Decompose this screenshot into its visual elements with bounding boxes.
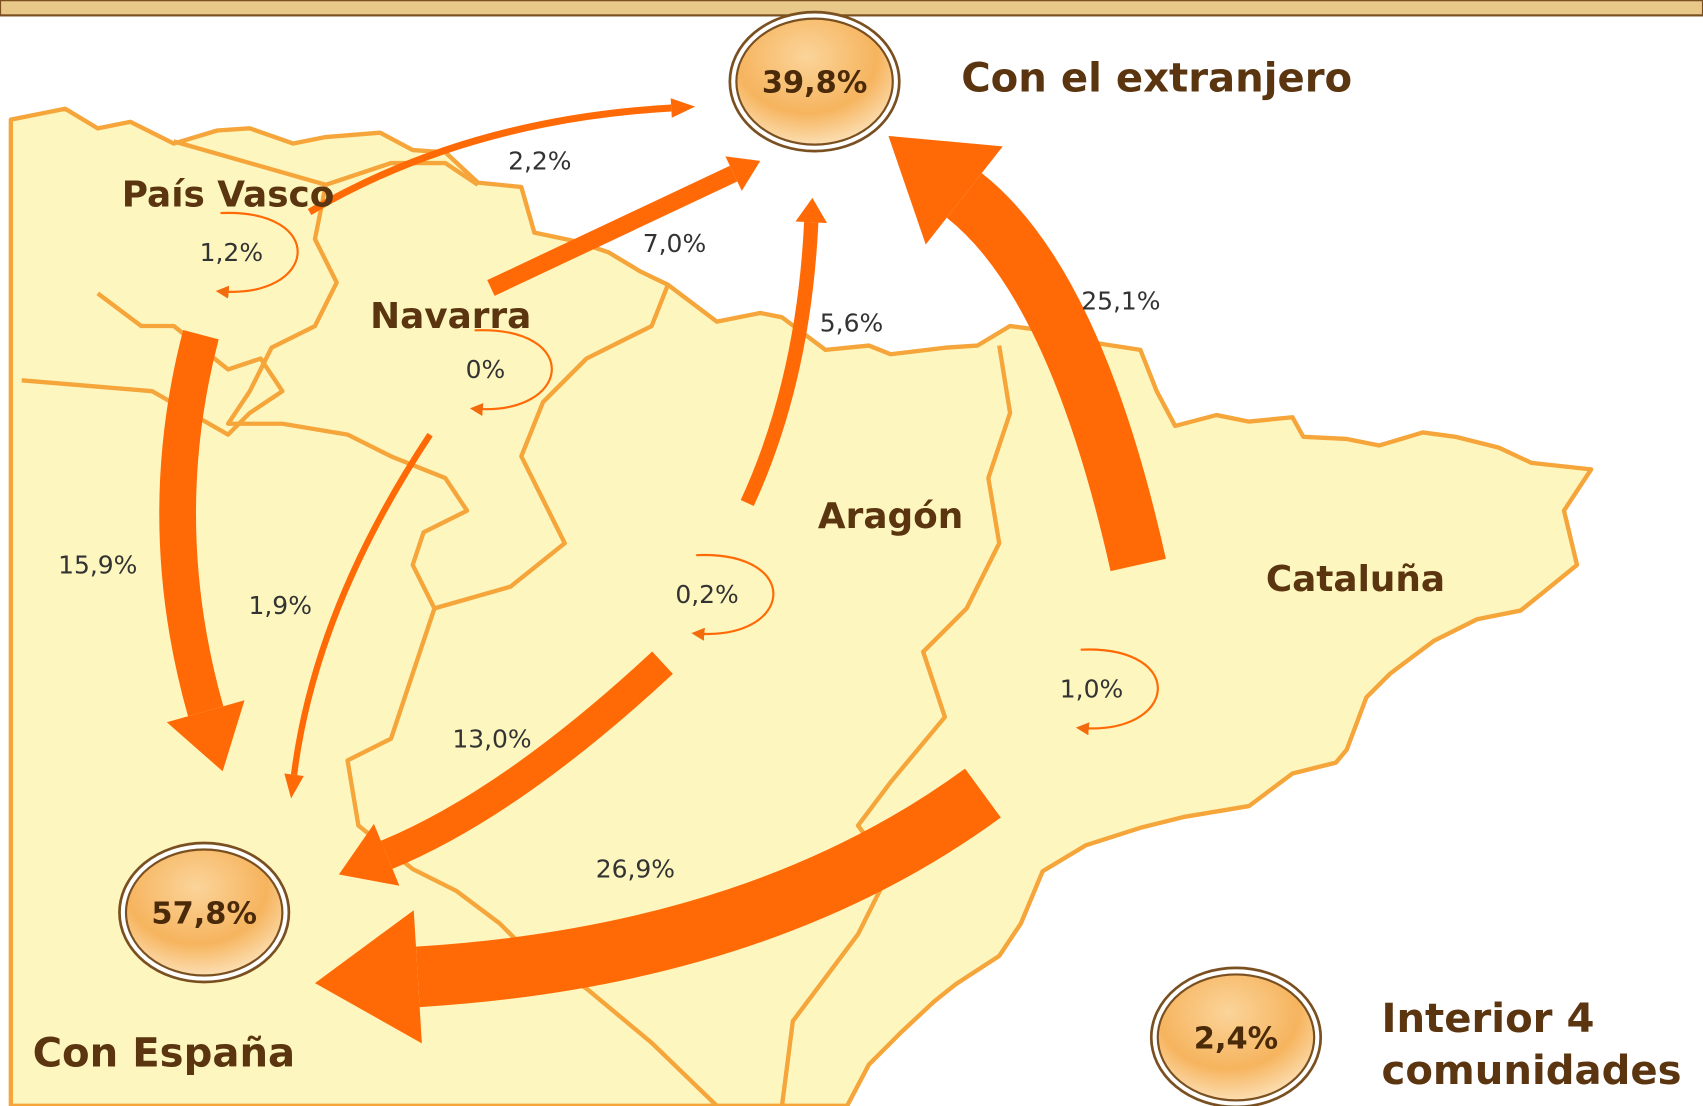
flow-label: 15,9% — [58, 551, 137, 580]
flow-arrow — [415, 768, 1001, 1008]
flow-arrowhead — [166, 700, 245, 772]
region-label: Aragón — [818, 496, 963, 537]
internal-loop — [691, 554, 775, 641]
flow-arrow — [380, 651, 673, 869]
region-label: Cataluña — [1266, 559, 1445, 600]
flow-label: 5,6% — [820, 308, 883, 337]
total-value: 57,8% — [151, 896, 257, 931]
region-label: Navarra — [370, 296, 531, 337]
flow-label: 1,9% — [248, 591, 311, 620]
total-caption: Con España — [33, 1031, 296, 1077]
flow-label: 13,0% — [452, 724, 531, 753]
region-border — [779, 345, 1013, 1106]
flow-arrow — [290, 432, 433, 776]
flow-arrowhead — [314, 910, 422, 1044]
total-circle — [124, 848, 284, 977]
total-circle — [1156, 973, 1316, 1102]
flow-arrow — [946, 173, 1166, 572]
flow-label: 25,1% — [1081, 287, 1160, 316]
flow-arrowhead — [284, 773, 304, 799]
total-caption: Con el extranjero — [961, 55, 1352, 101]
flow-arrowhead — [888, 135, 1003, 245]
total-value: 2,4% — [1194, 1021, 1278, 1056]
internal-label: 1,2% — [200, 238, 263, 267]
total-caption: comunidades — [1382, 1048, 1682, 1094]
flow-arrow — [159, 330, 224, 717]
flow-label: 2,2% — [508, 147, 571, 176]
internal-label: 0% — [466, 355, 506, 384]
internal-loop — [1075, 648, 1159, 736]
flow-arrow — [487, 165, 738, 296]
total-circle — [735, 17, 894, 146]
banner — [0, 0, 1703, 17]
internal-loop — [215, 211, 299, 299]
total-caption: Interior 4 — [1382, 996, 1595, 1042]
flow-arrow — [307, 104, 672, 215]
region-border — [345, 607, 719, 1106]
flow-label: 26,9% — [596, 855, 675, 884]
flow-arrowhead — [725, 156, 761, 191]
flow-arrowhead — [795, 197, 827, 223]
flow-arrowhead — [670, 98, 696, 118]
flows — [159, 98, 1166, 1044]
internal-loop — [469, 329, 553, 416]
flow-arrowhead — [338, 823, 400, 886]
region-border — [225, 184, 670, 611]
internal-label: 0,2% — [675, 580, 738, 609]
region-border — [173, 139, 480, 187]
internal-label: 1,0% — [1060, 674, 1123, 703]
region-label: País Vasco — [122, 175, 335, 216]
flow-arrow — [740, 221, 819, 507]
total-value: 39,8% — [762, 65, 868, 100]
flow-label: 7,0% — [643, 229, 706, 258]
